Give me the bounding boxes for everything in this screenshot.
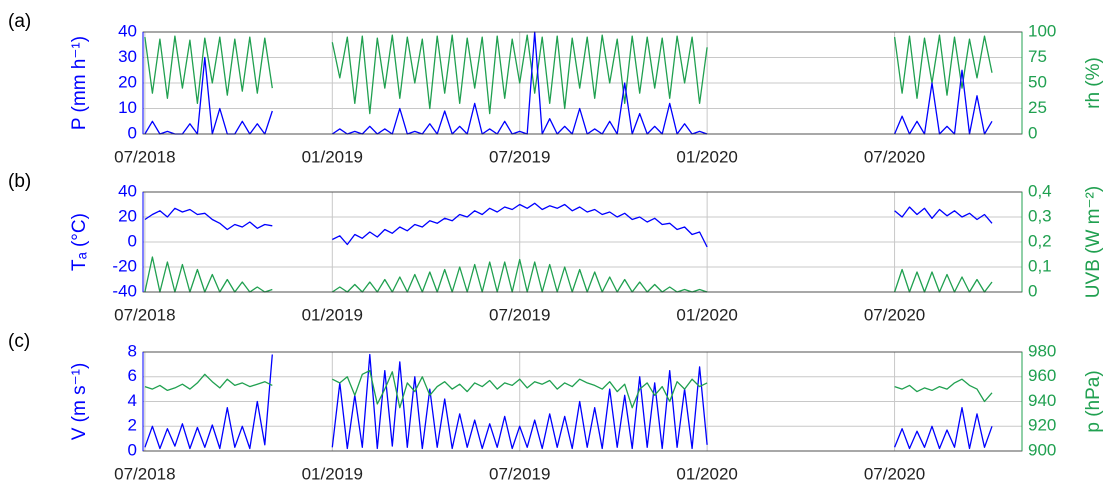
x-tick-label: 07/2018 [114, 464, 175, 483]
x-tick-label: 01/2020 [676, 464, 737, 483]
y-axis-label: Tₐ (°C) [69, 213, 90, 271]
data-line [144, 34, 993, 115]
data-line [144, 353, 993, 450]
data-line [144, 31, 993, 135]
y2-tick-label: 0 [1028, 123, 1037, 142]
y-axis-label: V (m s⁻¹) [69, 363, 90, 441]
y-tick-label: 0 [128, 440, 137, 459]
y2-tick-label: 0,1 [1028, 256, 1052, 275]
x-tick-label: 01/2020 [676, 305, 737, 324]
y-tick-label: 40 [118, 21, 137, 40]
data-line [144, 369, 993, 409]
x-tick-label: 07/2019 [489, 147, 550, 166]
y-tick-label: 40 [118, 181, 137, 200]
y2-tick-label: 940 [1028, 391, 1056, 410]
x-tick-label: 07/2019 [489, 305, 550, 324]
x-tick-label: 07/2020 [864, 305, 925, 324]
y-tick-label: 0 [128, 231, 137, 250]
x-tick-label: 07/2018 [114, 305, 175, 324]
y2-axis-label: p (hPa) [1083, 370, 1104, 432]
y2-tick-label: 900 [1028, 440, 1056, 459]
y-tick-label: 2 [128, 416, 137, 435]
y2-tick-label: 0 [1028, 281, 1037, 300]
x-tick-label: 07/2018 [114, 147, 175, 166]
x-tick-label: 07/2020 [864, 464, 925, 483]
y2-tick-label: 50 [1028, 72, 1047, 91]
y2-tick-label: 0,3 [1028, 206, 1052, 225]
y2-axis-label: rh (%) [1083, 57, 1104, 109]
panel-label: (a) [8, 11, 31, 32]
panel-label: (b) [8, 171, 31, 192]
y-tick-label: 8 [128, 341, 137, 360]
data-line [144, 256, 993, 293]
x-tick-label: 07/2020 [864, 147, 925, 166]
y2-tick-label: 100 [1028, 21, 1056, 40]
x-tick-label: 01/2019 [302, 464, 363, 483]
y2-tick-label: 25 [1028, 98, 1047, 117]
y2-tick-label: 0,2 [1028, 231, 1052, 250]
data-line [144, 202, 993, 248]
y2-axis-label: UVB (W m⁻²) [1083, 186, 1104, 298]
y-tick-label: 30 [118, 47, 137, 66]
y-tick-label: 0 [128, 123, 137, 142]
x-tick-label: 07/2019 [489, 464, 550, 483]
y2-tick-label: 920 [1028, 416, 1056, 435]
x-tick-label: 01/2019 [302, 147, 363, 166]
y-tick-label: 20 [118, 206, 137, 225]
panel-label: (c) [8, 331, 30, 352]
y2-tick-label: 960 [1028, 366, 1056, 385]
y-tick-label: -20 [112, 256, 137, 275]
y-tick-label: 20 [118, 72, 137, 91]
x-tick-label: 01/2020 [676, 147, 737, 166]
y-tick-label: 10 [118, 98, 137, 117]
y-tick-label: -40 [112, 281, 137, 300]
x-tick-label: 01/2019 [302, 305, 363, 324]
y-axis-label: P (mm h⁻¹) [69, 36, 90, 130]
y2-tick-label: 0,4 [1028, 181, 1052, 200]
y2-tick-label: 980 [1028, 341, 1056, 360]
y2-tick-label: 75 [1028, 47, 1047, 66]
y-tick-label: 6 [128, 366, 137, 385]
y-tick-label: 4 [128, 391, 137, 410]
